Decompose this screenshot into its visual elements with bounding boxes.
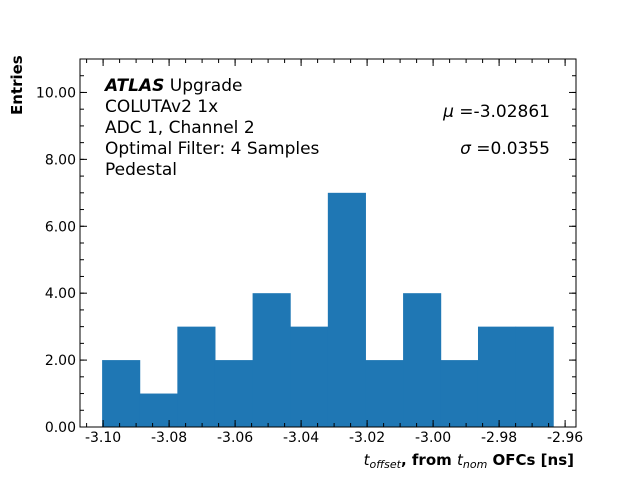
y-axis-label: Entries xyxy=(8,55,26,115)
x-tick-label: -3.02 xyxy=(349,430,385,446)
annotation-line-4: Pedestal xyxy=(105,160,177,180)
x-tick-label: -2.98 xyxy=(481,430,517,446)
histogram-bar xyxy=(365,360,404,427)
x-tick-label: -3.08 xyxy=(151,430,187,446)
y-tick-labels: 0.00 2.00 4.00 6.00 8.00 10.00 xyxy=(36,85,76,436)
y-tick-label: 8.00 xyxy=(45,152,76,168)
bars xyxy=(102,192,554,427)
x-tick-label: -3.06 xyxy=(217,430,253,446)
x-tick-label: -2.96 xyxy=(547,430,583,446)
annotation-line-3: Optimal Filter: 4 Samples xyxy=(105,139,320,159)
y-tick-label: 6.00 xyxy=(45,219,76,235)
annotation-line-1: COLUTAv2 1x xyxy=(105,97,218,117)
x-tick-label: -3.10 xyxy=(85,430,121,446)
histogram-bar xyxy=(477,326,517,427)
histogram-bar xyxy=(252,293,291,427)
histogram-bar xyxy=(440,360,479,427)
histogram-bar xyxy=(139,393,178,427)
y-tick-label: 2.00 xyxy=(45,353,76,369)
x-tick-labels: -3.10 -3.08 -3.06 -3.04 -3.02 -3.00 -2.98 -2.96 xyxy=(85,430,583,446)
histogram-bar xyxy=(214,360,254,427)
annotation-line-2: ADC 1, Channel 2 xyxy=(105,118,255,138)
sigma-label: σ =0.0355 xyxy=(460,139,550,159)
y-tick-label: 10.00 xyxy=(36,85,76,101)
histogram-bar xyxy=(403,293,442,427)
histogram-bar xyxy=(290,326,329,427)
x-axis-label: toffset, from tnom OFCs [ns] xyxy=(364,451,574,471)
histogram-bar xyxy=(515,326,554,427)
y-tick-label: 0.00 xyxy=(45,420,76,436)
x-tick-label: -3.00 xyxy=(415,430,451,446)
y-tick-label: 4.00 xyxy=(45,286,76,302)
histogram-bar xyxy=(102,360,141,427)
histogram-bar xyxy=(177,326,216,427)
mean-label: μ =-3.02861 xyxy=(442,102,550,122)
histogram-bar xyxy=(327,192,366,427)
x-tick-label: -3.04 xyxy=(283,430,319,446)
ticks xyxy=(80,59,576,428)
atlas-label: ATLAS Upgrade xyxy=(103,76,242,96)
